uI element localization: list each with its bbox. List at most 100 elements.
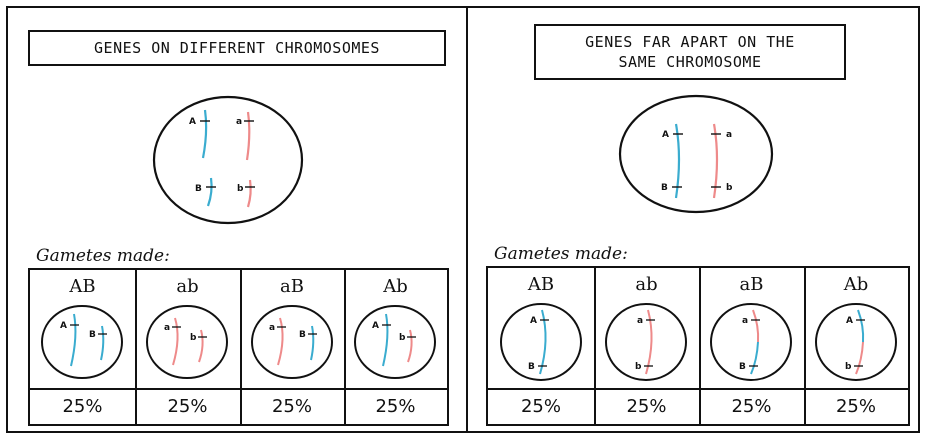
right-gamete-aB-chromosome-blue-part — [750, 341, 759, 375]
left-gamete-percent: 25% — [167, 396, 208, 417]
left-gamete-AB-chromosome-B — [100, 325, 105, 361]
right-table-col-divider-2 — [699, 268, 701, 424]
left-gamete-cell-aB: aB a B — [240, 270, 344, 388]
left-table-col-divider-3 — [344, 270, 346, 424]
left-gamete-genotype: AB — [69, 276, 96, 297]
left-parent-cell-membrane — [152, 95, 304, 225]
right-percent-cell: 25% — [594, 390, 699, 424]
right-gametes-label: Gametes made: — [494, 244, 628, 264]
right-gamete-percent: 25% — [835, 396, 876, 417]
svg-text:A: A — [530, 316, 537, 326]
right-parent-cell-diagram: A B a b — [618, 94, 774, 214]
left-gamete-genotype: ab — [176, 276, 199, 297]
left-table-col-divider-1 — [135, 270, 137, 424]
right-table-row-divider — [488, 388, 908, 390]
right-label-B: B — [661, 183, 668, 193]
svg-text:A: A — [60, 321, 67, 331]
svg-text:A: A — [372, 321, 379, 331]
left-label-B: B — [195, 184, 202, 194]
left-gamete-percent: 25% — [271, 396, 312, 417]
right-gamete-Ab-membrane — [815, 303, 897, 381]
left-parent-cell-diagram: A a B b — [152, 95, 304, 225]
right-gamete-percent: 25% — [731, 396, 772, 417]
right-percent-cell: 25% — [488, 390, 594, 424]
left-gamete-genotype: Ab — [383, 276, 408, 297]
left-gametes-label: Gametes made: — [36, 246, 170, 266]
left-gamete-AB-membrane — [41, 305, 123, 379]
svg-text:B: B — [528, 362, 535, 372]
svg-text:a: a — [637, 316, 643, 326]
right-percent-cell: 25% — [804, 390, 908, 424]
right-panel-title: GENES FAR APART ON THE SAME CHROMOSOME — [534, 24, 846, 80]
panel-divider — [466, 6, 468, 433]
svg-text:B: B — [299, 330, 306, 340]
left-gamete-cell-Ab: Ab A b — [344, 270, 447, 388]
right-gamete-aB-chromosome-red-part — [752, 309, 760, 343]
left-gamete-ab-chromosome-a — [172, 317, 179, 366]
left-chromosome-a — [245, 111, 251, 161]
left-gamete-ab-chromosome-b — [198, 329, 204, 363]
right-label-a: a — [726, 130, 732, 140]
right-title-line-1: GENES FAR APART ON THE — [585, 33, 795, 51]
left-chromosome-A — [201, 109, 208, 159]
svg-text:a: a — [269, 323, 275, 333]
left-label-a: a — [236, 117, 242, 127]
left-gamete-Ab-chromosome-A — [382, 313, 389, 367]
right-gamete-cell-ab: ab a b — [594, 268, 699, 388]
left-chromosome-B — [206, 177, 213, 207]
right-gamete-AB-diagram: A B — [500, 303, 582, 381]
svg-text:b: b — [399, 333, 406, 343]
right-gamete-genotype: AB — [527, 274, 555, 295]
right-gamete-aB-membrane — [710, 303, 792, 381]
left-gamete-cell-ab: ab a b — [135, 270, 240, 388]
right-label-A: A — [662, 130, 669, 140]
right-chromosome-AB — [674, 123, 681, 199]
right-gamete-Ab-chromosome-red-part — [855, 341, 864, 375]
right-label-b: b — [726, 183, 733, 193]
left-percent-cell: 25% — [135, 390, 240, 424]
right-gametes-table: AB A B ab a b aB a B — [486, 266, 910, 426]
right-gamete-genotype: Ab — [843, 274, 869, 295]
left-table-row-divider — [30, 388, 447, 390]
svg-text:a: a — [164, 323, 170, 333]
right-gamete-aB-diagram: a B — [710, 303, 792, 381]
left-table-col-divider-2 — [240, 270, 242, 424]
left-gamete-genotype: aB — [280, 276, 304, 297]
svg-text:b: b — [635, 362, 642, 372]
svg-text:B: B — [89, 330, 96, 340]
right-gamete-AB-membrane — [500, 303, 582, 381]
svg-text:b: b — [845, 362, 852, 372]
right-gamete-ab-chromosome — [645, 309, 653, 375]
left-gamete-percent: 25% — [62, 396, 103, 417]
right-gamete-genotype: ab — [635, 274, 658, 295]
left-gametes-table: AB A B ab a b aB a — [28, 268, 449, 426]
left-panel-title: GENES ON DIFFERENT CHROMOSOMES — [28, 30, 446, 66]
right-percent-cell: 25% — [699, 390, 804, 424]
svg-text:B: B — [739, 362, 746, 372]
left-gamete-aB-membrane — [251, 305, 333, 379]
left-gamete-aB-chromosome-B — [310, 325, 315, 361]
left-gamete-aB-chromosome-a — [277, 317, 284, 366]
left-gamete-Ab-chromosome-b — [407, 329, 413, 363]
left-gamete-ab-diagram: a b — [146, 305, 228, 379]
left-percent-cell: 25% — [30, 390, 135, 424]
left-chromosome-b — [246, 179, 252, 208]
svg-text:b: b — [190, 333, 197, 343]
right-gamete-Ab-diagram: A b — [815, 303, 897, 381]
left-gamete-Ab-membrane — [354, 305, 436, 379]
right-gamete-Ab-chromosome-blue-part — [857, 309, 865, 343]
left-gamete-aB-diagram: a B — [251, 305, 333, 379]
left-gamete-percent: 25% — [375, 396, 416, 417]
left-label-A: A — [189, 117, 196, 127]
right-gamete-cell-aB: aB a B — [699, 268, 804, 388]
left-percent-cell: 25% — [344, 390, 447, 424]
right-table-col-divider-1 — [594, 268, 596, 424]
right-gamete-percent: 25% — [520, 396, 561, 417]
right-table-col-divider-3 — [804, 268, 806, 424]
svg-text:A: A — [846, 316, 853, 326]
right-title-line-2: SAME CHROMOSOME — [618, 53, 762, 71]
left-gamete-cell-AB: AB A B — [30, 270, 135, 388]
right-gamete-ab-diagram: a b — [605, 303, 687, 381]
right-gamete-genotype: aB — [739, 274, 764, 295]
right-gamete-cell-Ab: Ab A b — [804, 268, 908, 388]
